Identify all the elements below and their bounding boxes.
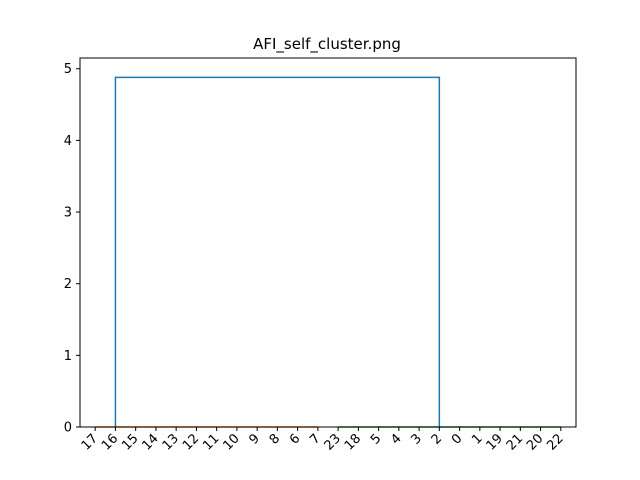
x-tick-label-13: 13 [160, 431, 182, 453]
y-tick-label-4: 4 [64, 134, 72, 149]
y-tick-label-3: 3 [64, 206, 72, 221]
x-tick-label-2: 2 [429, 431, 445, 447]
plot-area [95, 76, 561, 428]
y-tick-label-5: 5 [64, 62, 72, 77]
x-tick-label-14: 14 [139, 431, 161, 453]
x-tick-label-8: 8 [267, 431, 283, 447]
y-tick-label-2: 2 [64, 277, 72, 292]
x-tick-label-7: 7 [307, 431, 323, 447]
x-tick-label-23: 23 [322, 431, 344, 453]
chart-title: AFI_self_cluster.png [253, 35, 401, 54]
x-tick-label-15: 15 [119, 431, 141, 453]
x-tick-label-5: 5 [368, 431, 384, 447]
x-tick-label-1: 1 [469, 431, 485, 447]
x-tick-label-6: 6 [287, 431, 303, 447]
x-tick-label-20: 20 [524, 431, 546, 453]
x-tick-label-10: 10 [220, 431, 242, 453]
x-tick-label-18: 18 [342, 431, 364, 453]
plot-frame [79, 57, 577, 428]
x-tick-label-0: 0 [449, 431, 465, 447]
x-tick-label-3: 3 [408, 431, 424, 447]
x-tick-label-11: 11 [200, 431, 222, 453]
merge-link-0 [114, 76, 441, 427]
y-tick-label-1: 1 [64, 349, 72, 364]
x-tick-label-22: 22 [544, 431, 566, 453]
x-tick-label-19: 19 [484, 431, 506, 453]
x-tick-label-17: 17 [79, 431, 101, 453]
x-tick-label-16: 16 [99, 431, 121, 453]
x-tick-label-12: 12 [180, 431, 202, 453]
y-tick-label-0: 0 [64, 421, 72, 436]
x-tick-label-4: 4 [388, 431, 404, 447]
x-tick-label-21: 21 [504, 431, 526, 453]
x-tick-label-9: 9 [247, 431, 263, 447]
